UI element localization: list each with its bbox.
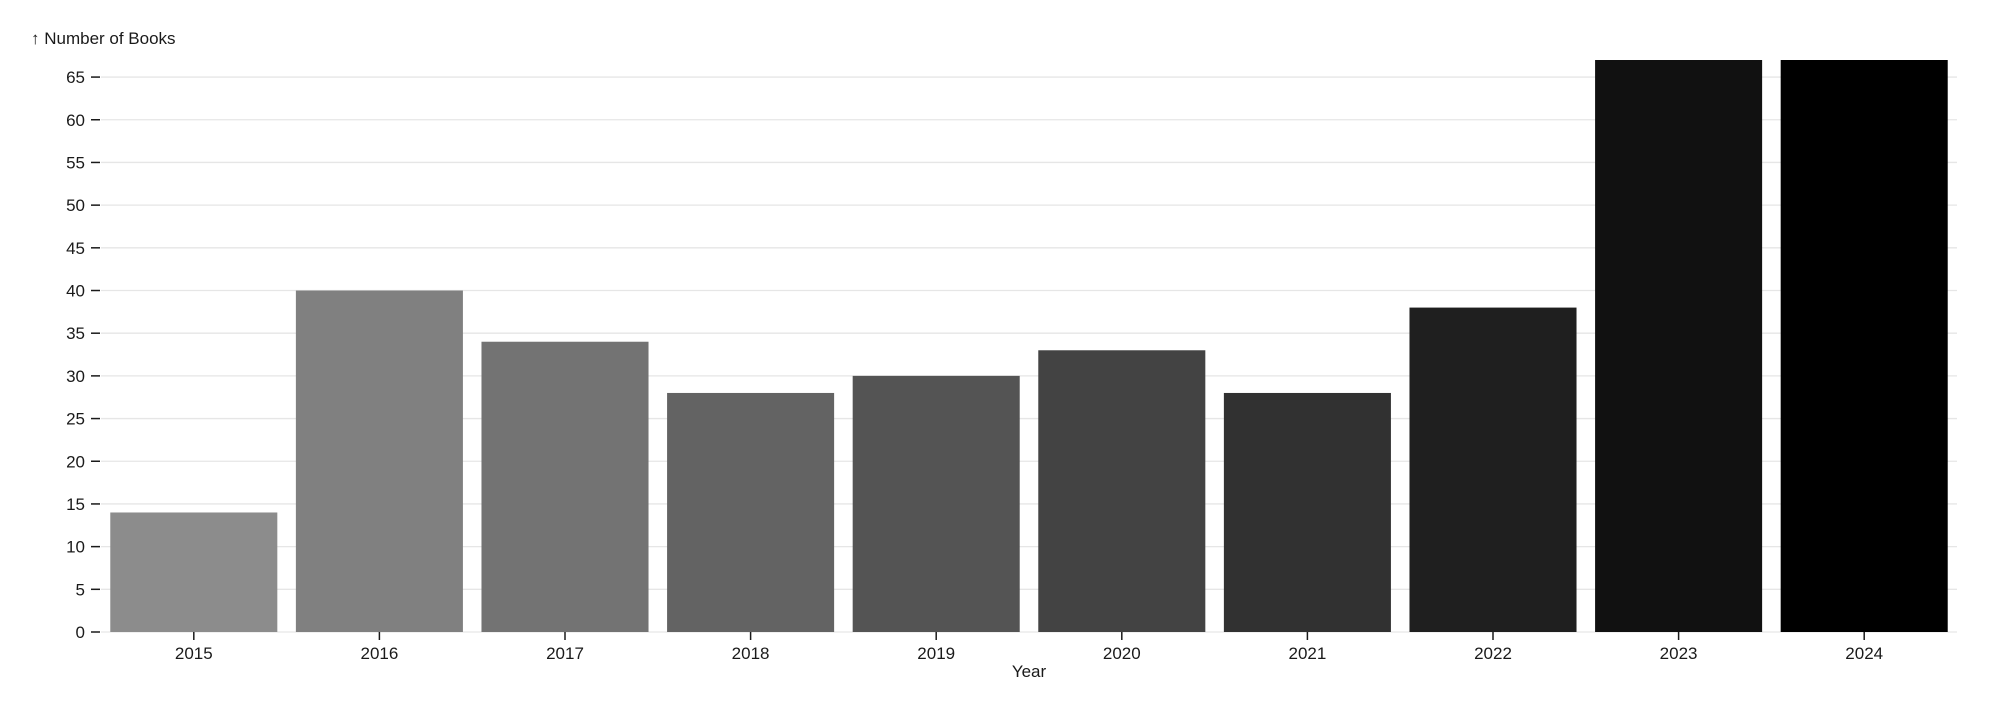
bars xyxy=(110,60,1948,632)
x-tick-label: 2018 xyxy=(732,644,770,663)
y-tick-label: 25 xyxy=(66,410,85,429)
y-tick-label: 60 xyxy=(66,111,85,130)
x-tick-label: 2017 xyxy=(546,644,584,663)
y-tick-label: 30 xyxy=(66,367,85,386)
bar-2023 xyxy=(1595,60,1763,632)
x-tick-label: 2019 xyxy=(917,644,955,663)
x-tick-label: 2023 xyxy=(1660,644,1698,663)
y-tick-label: 20 xyxy=(66,452,85,471)
bar-2022 xyxy=(1409,307,1577,632)
y-tick-label: 45 xyxy=(66,239,85,258)
y-tick-label: 55 xyxy=(66,153,85,172)
x-tick-label: 2020 xyxy=(1103,644,1141,663)
y-tick-label: 65 xyxy=(66,68,85,87)
bar-2024 xyxy=(1780,60,1948,632)
bar-2016 xyxy=(295,290,463,632)
x-tick-label: 2022 xyxy=(1474,644,1512,663)
x-axis-title: Year xyxy=(1012,662,1047,681)
bar-2020 xyxy=(1038,350,1206,632)
y-axis: 0 5 10 15 20 25 30 35 40 45 50 55 60 65 xyxy=(66,68,100,642)
x-tick-label: 2021 xyxy=(1288,644,1326,663)
y-tick-label: 10 xyxy=(66,538,85,557)
bar-2015 xyxy=(110,512,278,632)
y-tick-label: 35 xyxy=(66,324,85,343)
y-axis-title: ↑ Number of Books xyxy=(31,29,176,48)
y-tick-label: 40 xyxy=(66,282,85,301)
y-tick-label: 0 xyxy=(76,623,85,642)
bar-2017 xyxy=(481,341,649,632)
x-tick-label: 2015 xyxy=(175,644,213,663)
x-tick-label: 2024 xyxy=(1845,644,1883,663)
bar-2018 xyxy=(667,392,835,632)
bar-2019 xyxy=(852,375,1020,632)
y-tick-label: 5 xyxy=(76,580,85,599)
bar-2021 xyxy=(1223,392,1391,632)
y-tick-label: 50 xyxy=(66,196,85,215)
x-axis: 2015 2016 2017 2018 2019 2020 2021 2022 2023 2024 xyxy=(175,632,1883,663)
x-tick-label: 2016 xyxy=(360,644,398,663)
y-tick-label: 15 xyxy=(66,495,85,514)
